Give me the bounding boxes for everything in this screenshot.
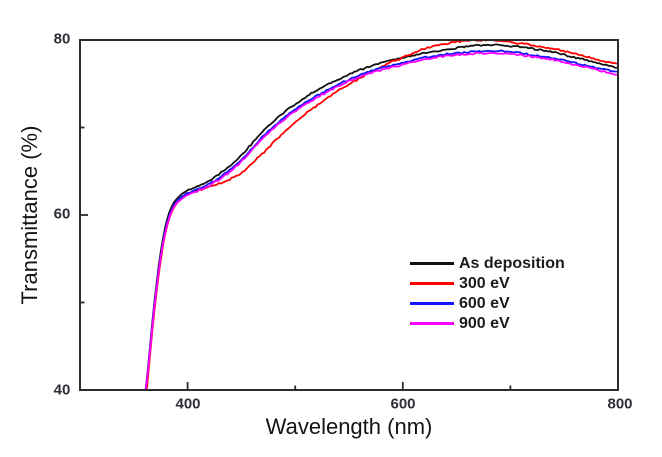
curve-600-ev <box>144 49 618 390</box>
curve-300-ev <box>145 39 618 390</box>
curve-as-deposition <box>144 43 617 390</box>
legend-label: 900 eV <box>459 315 510 332</box>
y-tick-label-40: 40 <box>53 381 71 399</box>
legend-line-swatch-red <box>410 282 454 285</box>
legend-item-900ev: 900 eV <box>410 315 565 332</box>
legend-label: 300 eV <box>459 275 510 292</box>
legend-line-swatch-blue <box>410 302 454 305</box>
y-axis-title: Transmittance (%) <box>17 125 42 305</box>
x-tick-label-800: 800 <box>607 395 633 413</box>
legend-line-swatch-magenta <box>410 322 454 325</box>
x-axis-title: Wavelength (nm) <box>265 414 433 439</box>
legend-item-as-deposition: As deposition <box>410 255 565 272</box>
y-tick-label-80: 80 <box>53 30 71 48</box>
curve-900-ev <box>144 51 617 390</box>
legend-item-300ev: 300 eV <box>410 275 565 292</box>
legend-label: 600 eV <box>459 295 510 312</box>
legend-line-swatch-black <box>410 262 454 265</box>
plot-frame <box>79 39 619 391</box>
x-tick-label-400: 400 <box>175 395 201 413</box>
x-tick-label-600: 600 <box>390 395 416 413</box>
legend-item-600ev: 600 eV <box>410 295 565 312</box>
legend-label: As deposition <box>459 255 565 272</box>
y-tick-label-60: 60 <box>53 205 71 223</box>
legend: As deposition 300 eV 600 eV 900 eV <box>410 255 565 332</box>
